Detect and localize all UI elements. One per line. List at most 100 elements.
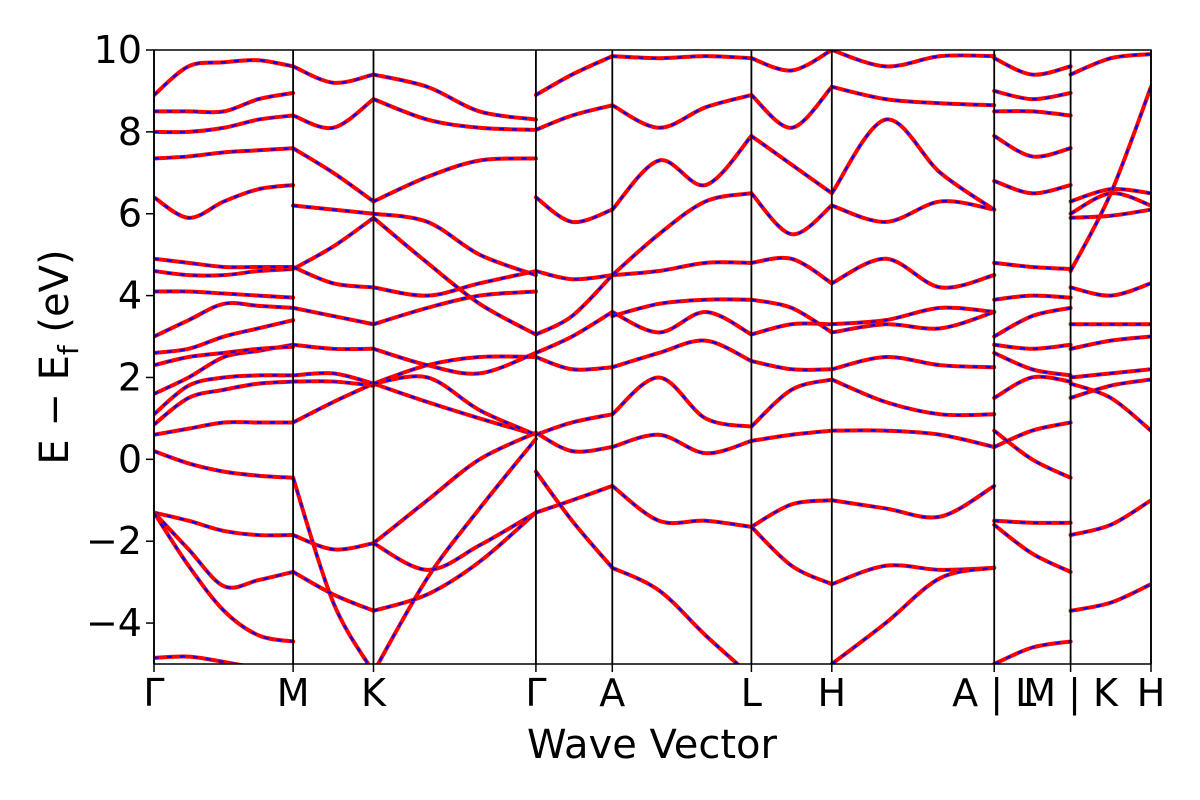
band-117-wannier-line xyxy=(1070,368,1151,379)
band-61-dft-line xyxy=(610,565,741,664)
band-67-wannier-line xyxy=(612,261,752,277)
x-tick-label-3: Γ xyxy=(525,671,546,715)
band-17-dft-line xyxy=(154,113,296,135)
band-8-wannier-line xyxy=(154,343,294,395)
x-tick-label-4: A xyxy=(599,671,625,715)
band-39-wannier-line xyxy=(373,382,537,436)
band-94-dft-line xyxy=(829,117,997,212)
band-100-wannier-line xyxy=(993,421,1071,449)
x-tick-label-2: K xyxy=(361,671,387,715)
band-70-wannier-line xyxy=(611,93,752,129)
band-95-wannier-line xyxy=(831,85,995,107)
band-97-wannier-line xyxy=(994,519,1071,525)
band-28-dft-line xyxy=(291,215,376,271)
x-axis: Γ M K Γ A L H A | LM | K H xyxy=(143,664,1165,716)
band-90-wannier-line xyxy=(831,306,995,326)
band-27-wannier-line xyxy=(292,306,374,326)
band-13-dft-line xyxy=(154,266,296,278)
band-58-dft-line xyxy=(533,103,615,132)
band-20-wannier-line xyxy=(292,477,370,664)
band-11-dft-line xyxy=(154,301,296,339)
band-82-wannier-line xyxy=(750,86,833,129)
band-50-wannier-line xyxy=(535,470,614,569)
x-tick-label-0: Γ xyxy=(143,671,164,715)
band-77-wannier-line xyxy=(751,322,832,336)
band-69-wannier-line xyxy=(611,135,753,211)
band-118-wannier-line xyxy=(1070,335,1151,350)
band-2-dft-line xyxy=(154,510,296,590)
band-91-wannier-line xyxy=(831,310,995,334)
band-21-wannier-line xyxy=(292,534,374,551)
band-71-wannier-line xyxy=(612,55,752,60)
band-1-wannier-line xyxy=(154,511,294,537)
band-108-wannier-line xyxy=(993,179,1071,195)
y-tick-label-5: 6 xyxy=(118,192,142,236)
band-9-wannier-line xyxy=(154,345,294,367)
band-37-wannier-line xyxy=(372,511,537,571)
y-axis-label-suffix: (eV) xyxy=(32,249,78,345)
band-83-wannier-line xyxy=(751,50,833,72)
y-tick-label-6: 8 xyxy=(118,110,142,154)
y-tick-label-3: 2 xyxy=(118,355,142,399)
band-32-wannier-line xyxy=(292,98,375,130)
band-62-dft-line xyxy=(610,432,754,456)
band-56-wannier-line xyxy=(535,269,613,281)
band-48-wannier-line xyxy=(373,73,537,121)
band-81-dft-line xyxy=(749,133,834,196)
band-47-dft-line xyxy=(371,97,538,132)
band-0-dft-line xyxy=(154,654,247,664)
band-116-wannier-line xyxy=(1070,378,1151,399)
band-38-dft-line xyxy=(371,354,538,386)
band-41-dft-line xyxy=(371,346,538,376)
band-122-wannier-line xyxy=(1070,192,1151,215)
band-25-wannier-line xyxy=(293,371,374,385)
band-78-wannier-line xyxy=(751,298,833,334)
band-31-dft-line xyxy=(291,146,376,204)
band-110-wannier-line xyxy=(994,110,1071,117)
band-26-wannier-line xyxy=(292,343,374,351)
band-80-wannier-line xyxy=(750,192,833,236)
band-64-dft-line xyxy=(610,338,754,370)
band-66-wannier-line xyxy=(612,298,752,318)
band-36-dft-line xyxy=(371,510,538,613)
band-35-wannier-line xyxy=(372,431,537,545)
band-59-wannier-line xyxy=(535,55,613,96)
band-92-wannier-line xyxy=(831,257,995,289)
band-112-wannier-line xyxy=(993,57,1071,76)
bands-layer xyxy=(154,50,1151,664)
y-axis-label-subscript: f xyxy=(52,344,85,355)
band-18-wannier-line xyxy=(154,91,294,114)
band-23-wannier-line xyxy=(292,382,374,424)
band-65-wannier-line xyxy=(611,310,752,336)
x-tick-label-1: M xyxy=(277,671,310,715)
band-52-wannier-line xyxy=(535,413,613,436)
band-73-wannier-line xyxy=(750,526,833,586)
band-115-wannier-line xyxy=(1070,382,1151,432)
band-49-dft-line xyxy=(533,483,615,515)
band-79-wannier-line xyxy=(751,256,833,285)
band-74-wannier-line xyxy=(751,429,832,442)
band-12-dft-line xyxy=(154,289,296,300)
band-63-wannier-line xyxy=(611,376,752,428)
y-tick-label-4: 4 xyxy=(118,274,142,318)
band-113-wannier-line xyxy=(1070,499,1151,537)
band-111-wannier-line xyxy=(993,89,1071,101)
y-tick-label-0: −4 xyxy=(86,601,142,645)
band-98-wannier-line xyxy=(993,523,1072,573)
band-105-wannier-line xyxy=(993,306,1071,338)
band-121-wannier-line xyxy=(1070,208,1151,219)
band-44-wannier-line xyxy=(372,216,537,336)
band-93-wannier-line xyxy=(831,200,995,224)
y-axis-label: E − Ef (eV) xyxy=(32,249,85,464)
band-124-wannier-line xyxy=(1070,52,1151,76)
x-tick-label-5: L xyxy=(741,671,762,715)
band-68-wannier-line xyxy=(611,192,752,276)
band-3-wannier-line xyxy=(154,511,294,643)
band-101-wannier-line xyxy=(993,429,1072,479)
band-54-wannier-line xyxy=(535,311,613,354)
band-88-wannier-line xyxy=(831,378,995,417)
band-34-dft-line xyxy=(375,436,538,664)
band-43-wannier-line xyxy=(373,269,537,297)
band-16-dft-line xyxy=(154,146,296,161)
